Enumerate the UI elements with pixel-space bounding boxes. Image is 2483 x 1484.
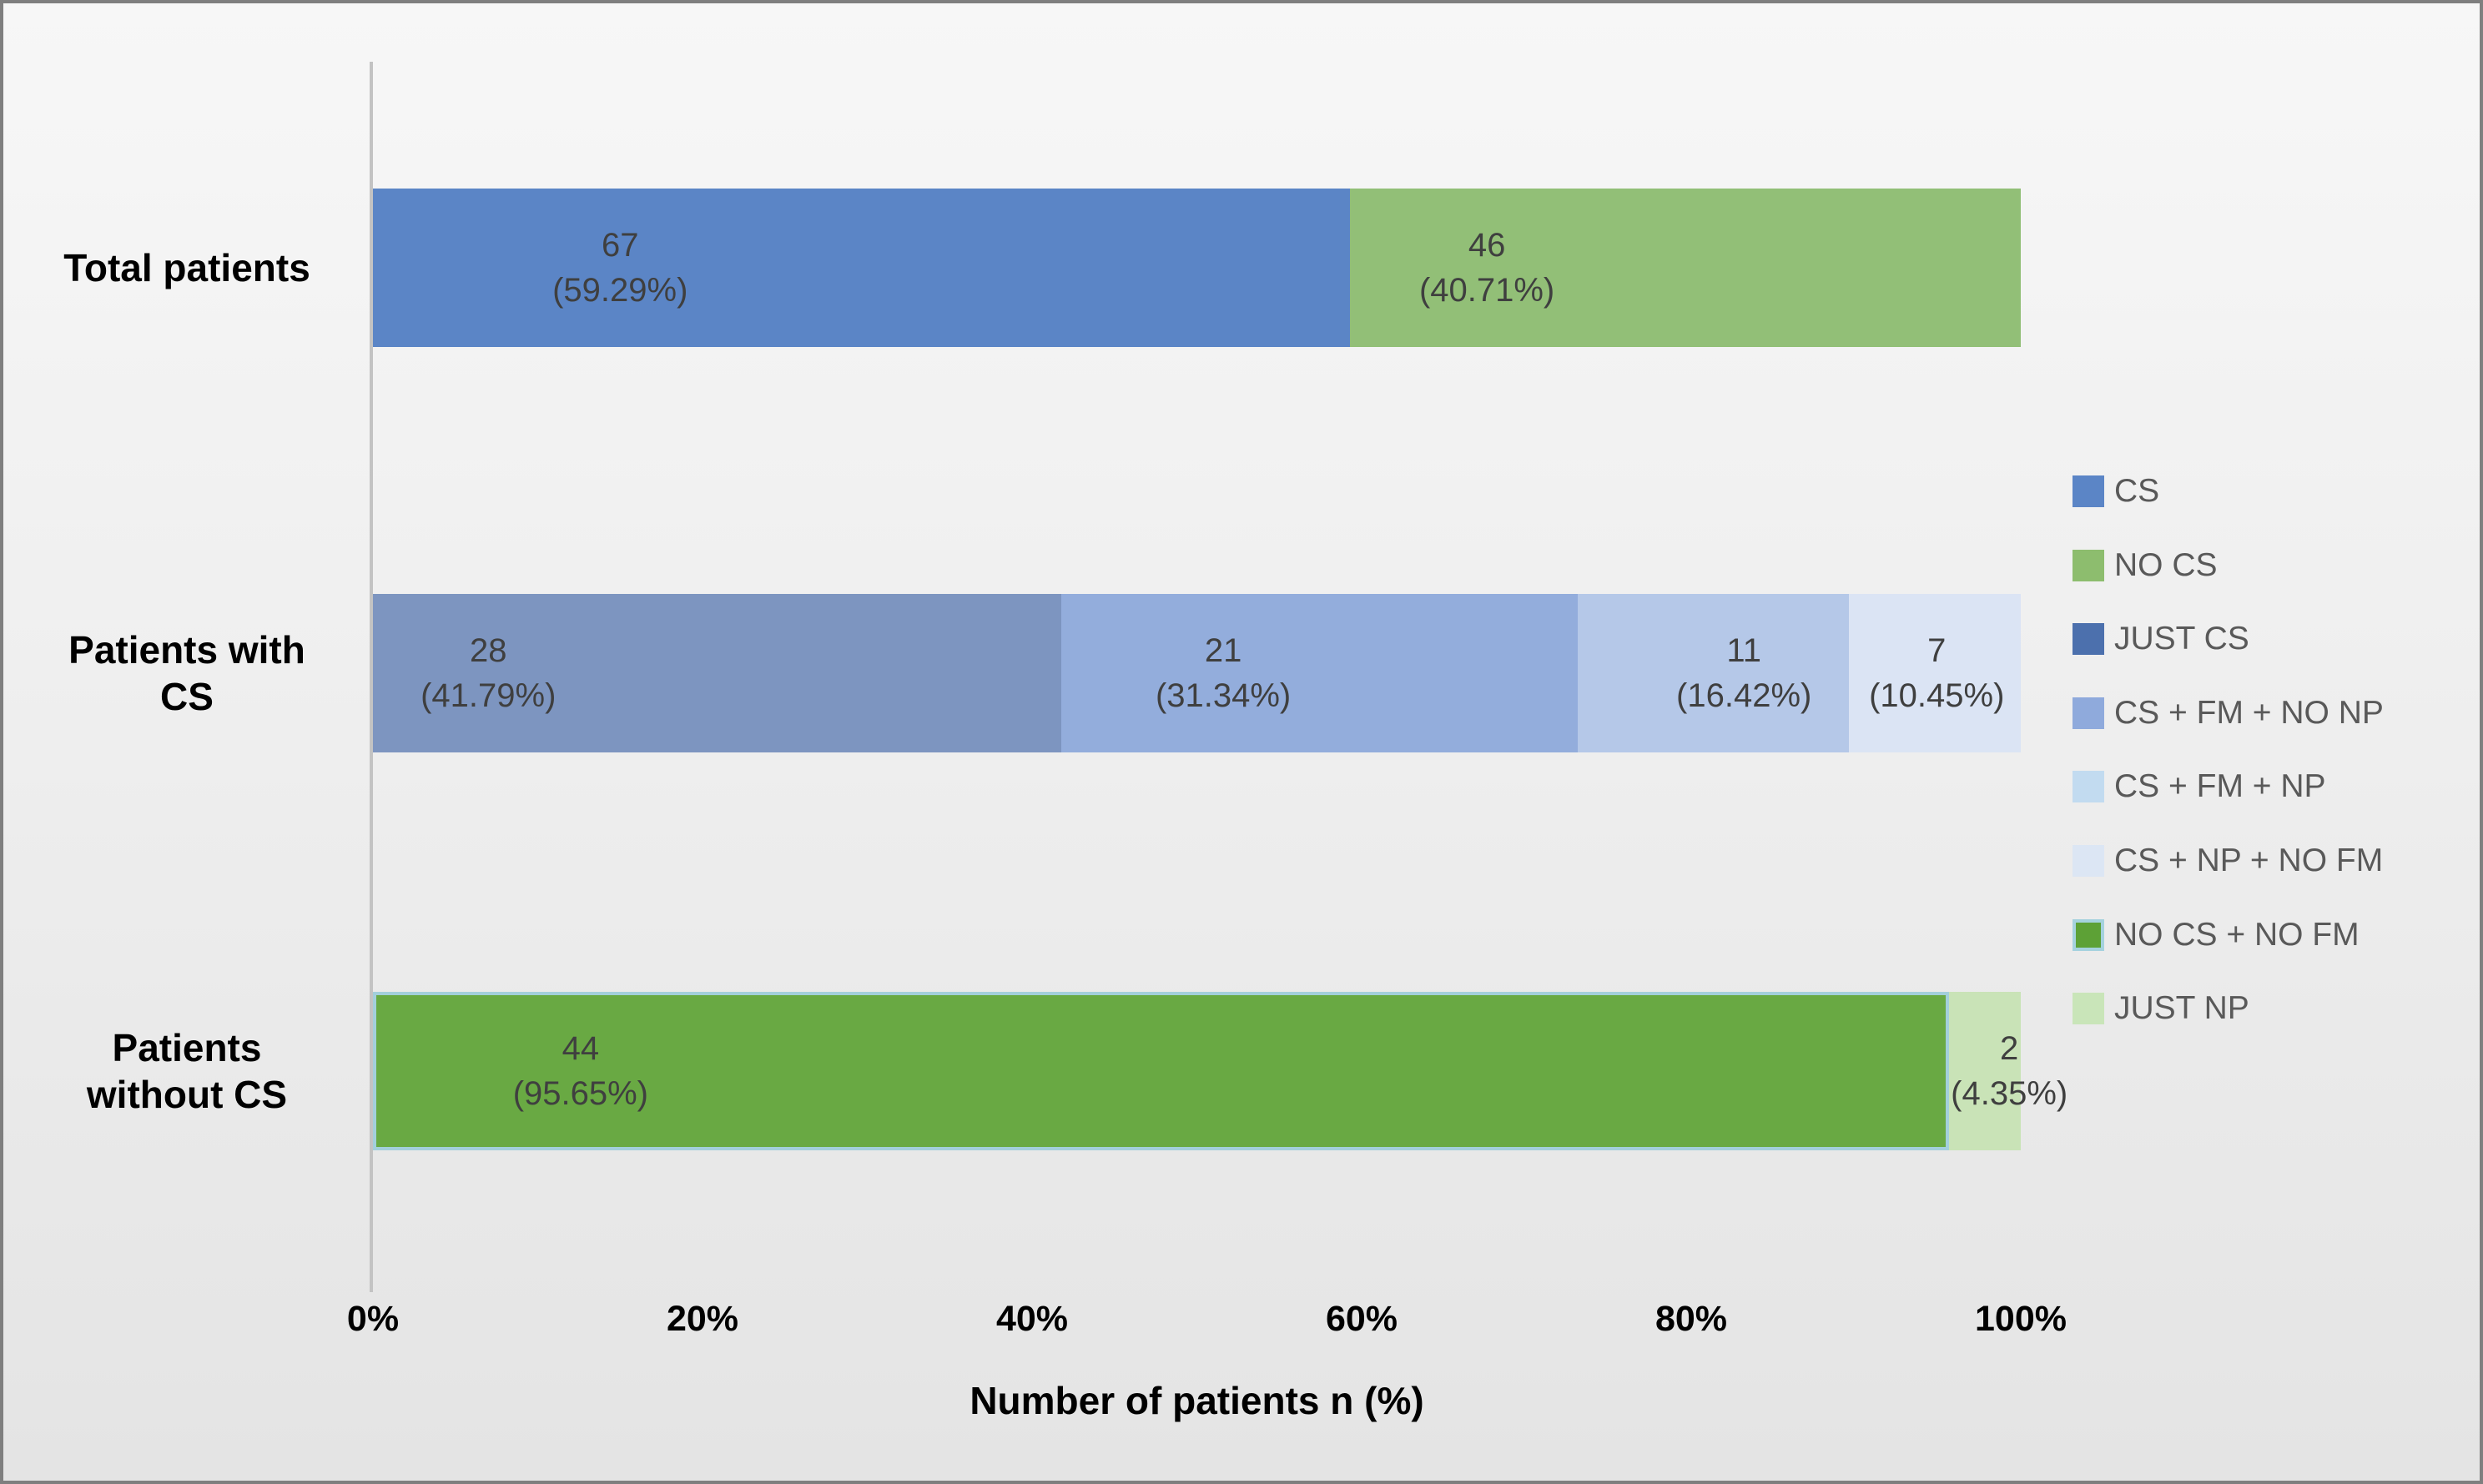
- bar-row-2-segment-1: [1949, 992, 2021, 1150]
- legend-swatch-icon: [2073, 918, 2104, 951]
- legend-item-2: JUST CS: [2073, 621, 2249, 657]
- category-label-2: Patients without CS: [86, 1025, 288, 1116]
- legend-item-1: NO CS: [2073, 547, 2218, 584]
- data-label-percent: (10.45%): [1869, 677, 2005, 714]
- data-label-value: 21: [1204, 632, 1242, 669]
- x-tick-60: 60%: [1325, 1299, 1398, 1339]
- data-label-value: 11: [1726, 632, 1761, 669]
- legend-label: CS: [2114, 473, 2160, 509]
- legend-item-6: NO CS + NO FM: [2073, 917, 2360, 953]
- x-axis-title: Number of patients n (%): [970, 1379, 1424, 1422]
- legend-label: JUST NP: [2114, 990, 2249, 1027]
- category-label-0: Total patients: [63, 245, 310, 289]
- data-label-value: 46: [1468, 227, 1506, 264]
- data-label-row-2-segment-1: 2 (4.35%): [1951, 1026, 2067, 1116]
- legend-item-7: JUST NP: [2073, 990, 2249, 1027]
- y-axis-line: [370, 62, 373, 1292]
- data-label-row-0-segment-1: 46 (40.71%): [1419, 223, 1554, 313]
- legend-label: CS + NP + NO FM: [2114, 843, 2384, 878]
- bar-row-0-segment-1: [1349, 189, 2021, 347]
- bar-row-1-segment-3: [1848, 594, 2021, 752]
- bar-row-1-segment-1: [1061, 594, 1579, 752]
- legend-swatch-icon: [2073, 697, 2104, 729]
- data-label-row-1-segment-3: 7 (10.45%): [1869, 628, 2004, 718]
- bar-row-2-segment-0: [373, 992, 1950, 1150]
- x-tick-20: 20%: [666, 1299, 739, 1339]
- bar-row-1-segment-2: [1578, 594, 1849, 752]
- legend-swatch-icon: [2073, 771, 2104, 803]
- data-label-percent: (59.29%): [552, 272, 688, 309]
- category-label-1: Patients with CS: [68, 627, 305, 718]
- legend-swatch-icon: [2073, 993, 2104, 1025]
- data-label-percent: (4.35%): [1951, 1075, 2068, 1112]
- legend-item-0: CS: [2073, 473, 2159, 510]
- legend-label: JUST CS: [2114, 621, 2249, 657]
- legend-swatch-icon: [2073, 475, 2104, 507]
- data-label-value: 7: [1927, 632, 1947, 669]
- data-label-value: 2: [2000, 1030, 2019, 1067]
- data-label-percent: (40.71%): [1418, 272, 1555, 309]
- data-label-row-1-segment-0: 28 (41.79%): [421, 628, 556, 718]
- bar-row-0-segment-0: [373, 189, 1350, 347]
- legend-item-5: CS + NP + NO FM: [2073, 843, 2383, 879]
- data-label-percent: (41.79%): [421, 677, 557, 714]
- data-label-row-1-segment-2: 11 (16.42%): [1676, 628, 1811, 718]
- data-label-row-2-segment-0: 44 (95.65%): [513, 1026, 648, 1116]
- data-label-percent: (16.42%): [1676, 677, 1812, 714]
- x-tick-40: 40%: [995, 1299, 1069, 1339]
- data-label-row-0-segment-0: 67 (59.29%): [552, 223, 687, 313]
- data-label-value: 28: [470, 632, 507, 669]
- legend-label: CS + FM + NP: [2114, 768, 2326, 805]
- legend-item-4: CS + FM + NP: [2073, 768, 2326, 805]
- data-label-percent: (95.65%): [512, 1075, 648, 1112]
- x-tick-80: 80%: [1654, 1299, 1728, 1339]
- legend-swatch-icon: [2073, 549, 2104, 581]
- data-label-value: 67: [602, 227, 639, 264]
- x-tick-0: 0%: [346, 1299, 400, 1339]
- bar-row-1-segment-0: [373, 594, 1062, 752]
- legend-item-3: CS + FM + NO NP: [2073, 695, 2384, 732]
- data-label-row-1-segment-1: 21 (31.34%): [1156, 628, 1291, 718]
- legend-label: CS + FM + NO NP: [2114, 694, 2384, 731]
- legend-label: NO CS + NO FM: [2114, 916, 2360, 953]
- legend-swatch-icon: [2073, 623, 2104, 656]
- data-label-percent: (31.34%): [1155, 677, 1292, 714]
- legend-label: NO CS: [2114, 546, 2218, 583]
- legend-swatch-icon: [2073, 845, 2104, 877]
- data-label-value: 44: [562, 1030, 600, 1067]
- x-tick-100: 100%: [1975, 1299, 2067, 1339]
